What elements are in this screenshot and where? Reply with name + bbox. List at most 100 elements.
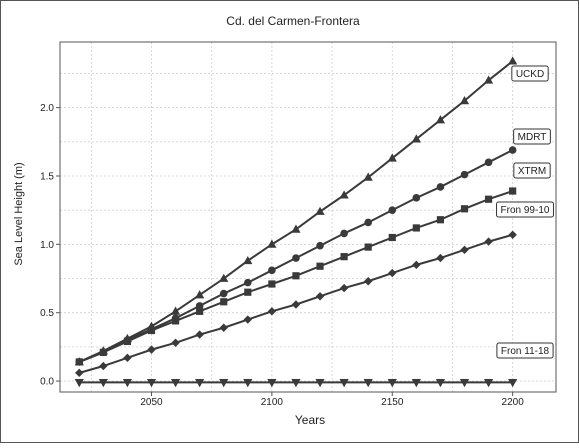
data-point-triangle-down	[146, 379, 157, 388]
y-tick-label: 1.5	[40, 171, 54, 182]
data-point-square	[244, 288, 252, 296]
data-point-triangle-down	[435, 379, 446, 388]
x-tick-label: 2050	[140, 397, 163, 408]
data-point-triangle-up	[435, 115, 446, 124]
series-label: XTRM	[513, 162, 551, 179]
data-point-diamond	[291, 300, 301, 309]
data-point-triangle-up	[459, 95, 470, 105]
data-point-diamond	[508, 230, 517, 239]
data-point-square	[268, 280, 276, 288]
data-point-triangle-down	[411, 379, 421, 388]
data-point-circle	[388, 206, 397, 214]
data-point-triangle-up	[195, 290, 205, 299]
data-point-diamond	[99, 361, 108, 371]
data-point-circle	[292, 254, 300, 262]
series-label-text: XTRM	[518, 166, 546, 177]
series-label-text: MDRT	[518, 132, 547, 143]
data-point-square	[171, 317, 180, 325]
data-point-triangle-down	[459, 379, 470, 388]
data-point-diamond	[484, 237, 493, 246]
data-point-diamond	[460, 245, 469, 255]
data-point-square	[147, 326, 156, 335]
data-point-square	[99, 348, 107, 356]
data-point-square	[388, 233, 396, 242]
data-point-diamond	[123, 353, 132, 363]
x-tick-label: 2100	[261, 397, 284, 408]
data-point-circle	[316, 241, 324, 250]
data-point-circle	[268, 266, 276, 275]
data-point-triangle-down	[195, 379, 205, 388]
data-point-triangle-down	[508, 379, 518, 388]
series-labels: UCKD MDRT XTRM Fron 99-10 Fron 11-18	[496, 65, 554, 359]
data-point-diamond	[219, 323, 228, 332]
data-point-circle	[364, 218, 372, 227]
y-tick-label: 0.0	[40, 377, 54, 388]
data-point-triangle-down	[483, 379, 494, 388]
data-point-square	[196, 307, 204, 315]
data-point-diamond	[171, 338, 180, 347]
data-point-triangle-down	[315, 379, 325, 388]
data-point-triangle-up	[315, 206, 325, 215]
data-point-triangle-up	[508, 56, 518, 65]
data-point-square	[75, 358, 83, 366]
series-label: UCKD	[511, 65, 549, 82]
data-point-diamond	[243, 315, 253, 324]
data-point-triangle-up	[411, 134, 421, 143]
series-fron-11-18	[74, 379, 518, 388]
data-point-diamond	[339, 283, 349, 293]
data-point-triangle-up	[363, 172, 373, 181]
data-point-circle	[244, 278, 252, 287]
series-label-box	[496, 342, 554, 359]
series-label-box	[513, 162, 551, 179]
data-point-triangle-down	[243, 379, 253, 388]
data-point-triangle-up	[387, 153, 397, 162]
data-point-triangle-down	[363, 379, 373, 388]
data-point-circle	[484, 158, 493, 167]
series-label-text: Fron 99-10	[501, 205, 550, 216]
data-point-circle	[340, 229, 348, 238]
y-tick-label: 1.0	[40, 240, 54, 251]
data-point-diamond	[363, 277, 373, 286]
data-point-square	[412, 224, 420, 232]
y-axis-label: Sea Level Height (m)	[13, 162, 25, 265]
series-xtrm	[75, 187, 517, 366]
data-point-triangle-down	[291, 379, 301, 388]
series-label-text: UCKD	[516, 69, 544, 80]
data-point-square	[484, 195, 493, 203]
y-tick-label: 2.0	[40, 103, 54, 114]
data-point-circle	[508, 146, 517, 154]
series-layer	[74, 56, 518, 388]
data-point-triangle-down	[387, 379, 397, 388]
data-point-circle	[436, 183, 445, 191]
grid	[60, 42, 556, 392]
data-point-square	[220, 298, 228, 306]
plot-frame	[59, 41, 557, 393]
data-point-triangle-up	[170, 306, 181, 315]
series-label: Fron 11-18	[496, 342, 554, 359]
data-point-diamond	[315, 292, 325, 301]
data-point-square	[364, 243, 372, 251]
data-point-square	[460, 205, 469, 213]
data-point-diamond	[195, 330, 204, 339]
data-point-circle	[219, 289, 228, 298]
data-point-triangle-down	[339, 379, 349, 388]
series-label-box	[496, 201, 554, 218]
data-point-triangle-up	[339, 190, 349, 199]
data-point-diamond	[147, 345, 156, 354]
data-point-square	[436, 216, 445, 224]
x-axis-label: Years	[295, 413, 325, 427]
series-label: MDRT	[513, 128, 551, 145]
axes: 2050 2100 2150 2200 0.0 0.5 1.0 1.5 2.0	[40, 41, 557, 408]
series-label-box	[513, 128, 551, 145]
data-point-triangle-up	[267, 239, 277, 248]
data-point-diamond	[388, 268, 397, 278]
data-point-triangle-up	[483, 75, 494, 84]
x-tick-label: 2200	[502, 397, 525, 408]
data-point-triangle-down	[122, 379, 133, 388]
series-label: Fron 99-10	[496, 201, 554, 218]
series-label-box	[511, 65, 549, 82]
data-point-triangle-up	[219, 273, 229, 282]
